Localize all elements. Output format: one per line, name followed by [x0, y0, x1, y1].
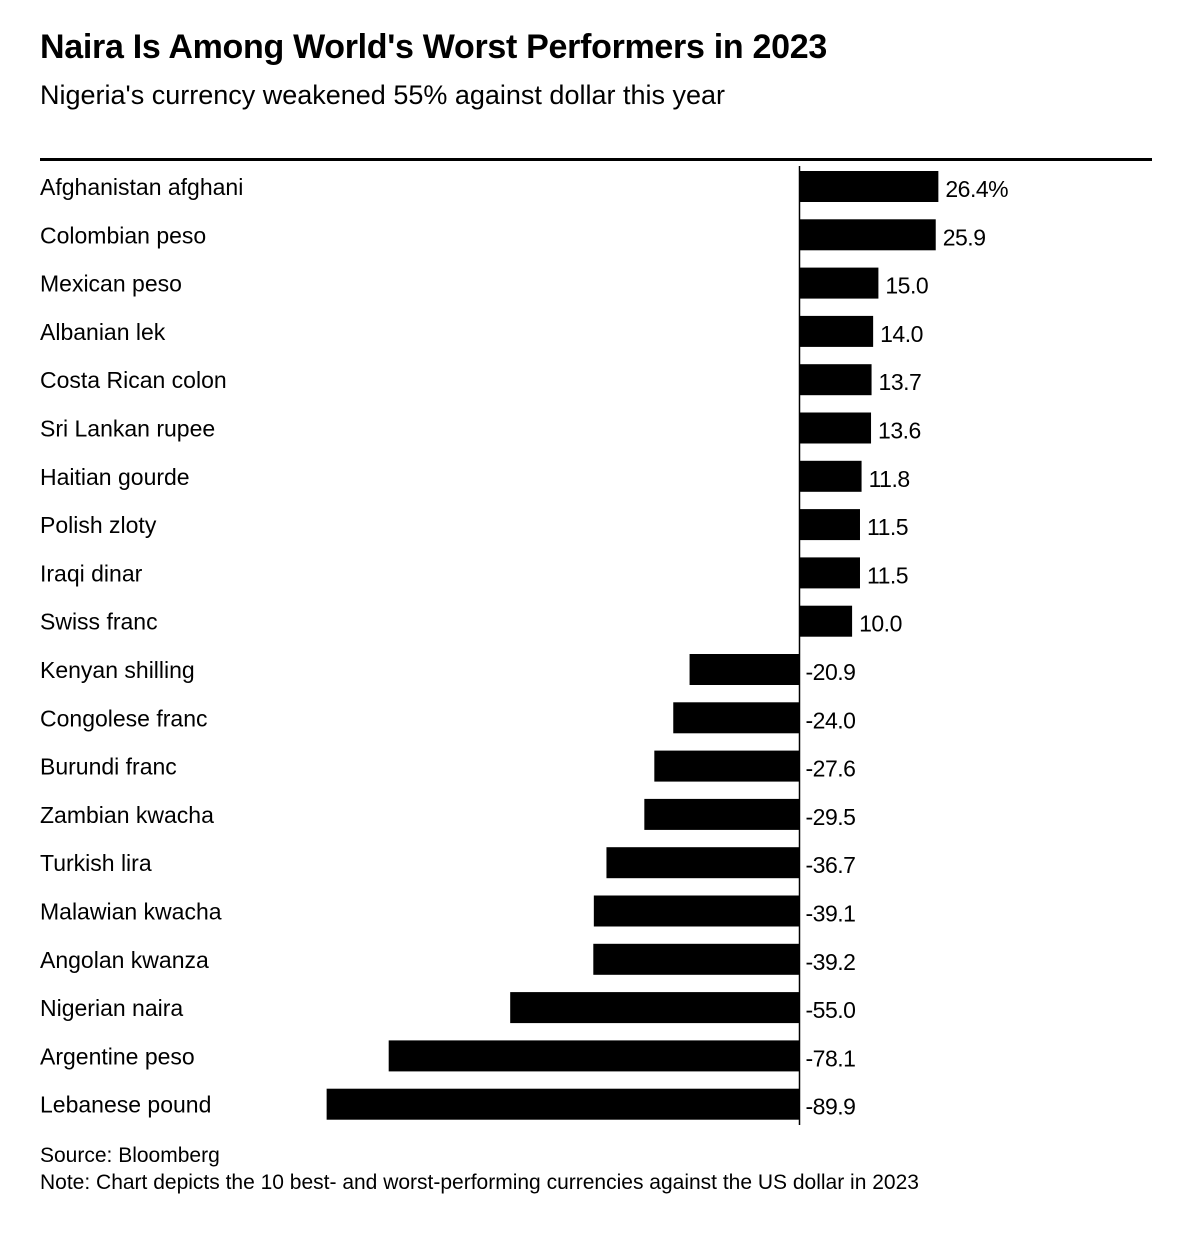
chart-subtitle: Nigeria's currency weakened 55% against … — [40, 80, 726, 110]
bar — [799, 460, 862, 492]
bar — [799, 315, 874, 347]
bar — [673, 702, 800, 734]
bar — [606, 847, 800, 879]
bar — [654, 750, 800, 782]
bar — [799, 219, 936, 251]
category-label: Nigerian naira — [40, 995, 183, 1021]
category-label: Burundi franc — [40, 754, 177, 780]
bar — [689, 654, 800, 685]
value-label: -36.7 — [806, 852, 856, 878]
value-label: 11.8 — [869, 466, 910, 492]
value-label: 26.4% — [945, 176, 1008, 202]
bar — [799, 171, 939, 202]
bar — [799, 412, 872, 444]
category-label: Kenyan shilling — [40, 657, 195, 683]
bar — [326, 1088, 800, 1120]
value-label: 14.0 — [880, 321, 923, 347]
value-label: -20.9 — [806, 659, 856, 685]
category-label: Turkish lira — [40, 850, 152, 876]
bar — [799, 364, 872, 396]
bar — [799, 509, 860, 541]
value-label: -78.1 — [806, 1045, 856, 1071]
value-label: 11.5 — [867, 514, 908, 540]
bar — [593, 943, 800, 975]
value-label: 15.0 — [885, 273, 928, 299]
category-label: Polish zloty — [40, 512, 157, 538]
category-label: Mexican peso — [40, 271, 182, 297]
value-label: 13.7 — [879, 369, 922, 395]
top-rule — [40, 158, 1152, 161]
chart-footnote: Note: Chart depicts the 10 best- and wor… — [40, 1171, 919, 1194]
bar — [510, 992, 800, 1024]
value-label: -39.1 — [806, 901, 856, 927]
value-label: 11.5 — [867, 562, 908, 588]
category-label: Argentine peso — [40, 1043, 195, 1069]
bar — [799, 557, 860, 589]
category-label: Zambian kwacha — [40, 802, 214, 828]
value-label: -24.0 — [806, 707, 856, 733]
value-label: -89.9 — [806, 1094, 856, 1120]
value-label: -29.5 — [806, 804, 856, 830]
category-label: Malawian kwacha — [40, 899, 222, 925]
bar — [799, 267, 879, 299]
category-label: Colombian peso — [40, 222, 206, 248]
category-label: Afghanistan afghani — [40, 174, 243, 200]
value-label: 10.0 — [859, 611, 902, 637]
category-label: Iraqi dinar — [40, 560, 143, 586]
value-label: -27.6 — [806, 756, 856, 782]
source-note: Source: Bloomberg — [40, 1144, 220, 1167]
category-label: Swiss franc — [40, 609, 158, 635]
category-label: Costa Rican colon — [40, 367, 227, 393]
value-label: -39.2 — [806, 949, 856, 975]
bar — [799, 605, 853, 637]
chart-title: Naira Is Among World's Worst Performers … — [40, 28, 827, 66]
bar — [644, 798, 800, 830]
category-label: Haitian gourde — [40, 464, 190, 490]
category-label: Congolese franc — [40, 705, 208, 731]
bar — [388, 1040, 800, 1072]
category-label: Lebanese pound — [40, 1092, 211, 1118]
value-label: -55.0 — [806, 997, 856, 1023]
value-label: 13.6 — [878, 418, 921, 444]
bar — [593, 895, 800, 927]
value-label: 25.9 — [943, 224, 986, 250]
category-label: Angolan kwanza — [40, 947, 209, 973]
category-label: Sri Lankan rupee — [40, 416, 215, 442]
category-label: Albanian lek — [40, 319, 166, 345]
